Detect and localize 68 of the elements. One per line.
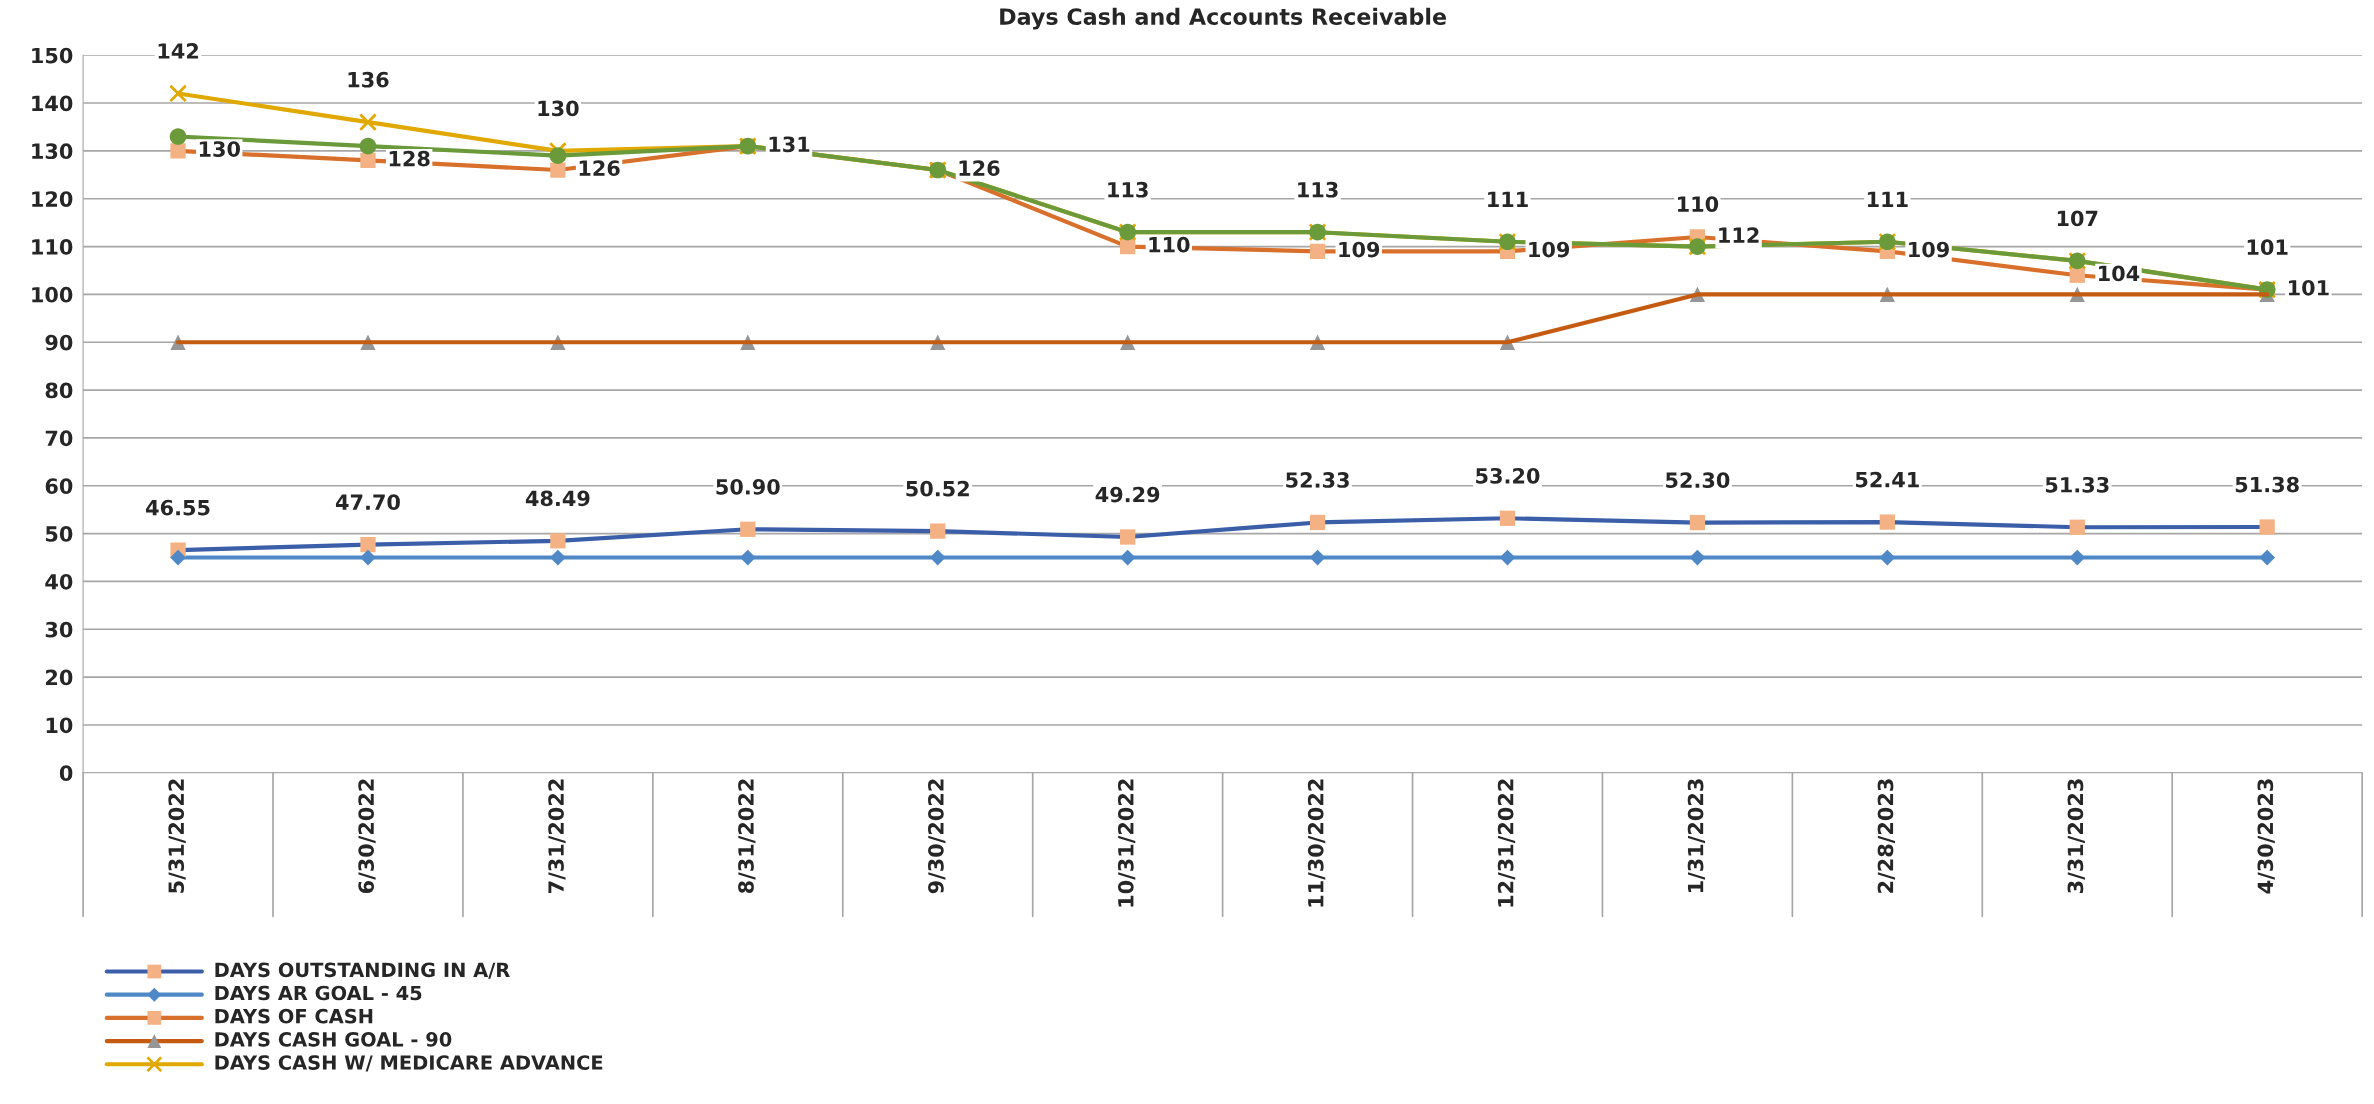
y-tick-label: 130 [32,143,73,160]
y-tick-label: 40 [45,573,73,590]
data-label: 110 [1678,196,1719,212]
x-tick-label: 6/30/2022 [358,779,376,894]
data-label: 50.52 [906,480,969,497]
data-label: 52.30 [1666,472,1730,488]
legend-label: DAYS AR GOAL - 45 [215,985,422,1001]
data-label: 136 [348,71,389,88]
data-label: 131 [769,136,810,153]
data-label: 113 [1108,181,1148,198]
data-label: 111 [1488,191,1528,207]
legend-label: DAYS CASH W/ MEDICARE ADVANCE [215,1055,603,1072]
data-label: 128 [389,150,430,167]
data-label: 142 [158,43,198,59]
x-tick-label: 11/30/2022 [1307,779,1326,907]
data-label: 104 [2099,265,2140,282]
x-tick-label: 1/31/2023 [1687,779,1706,892]
y-tick-label: 20 [46,669,73,686]
x-tick-label: 7/31/2022 [548,779,566,893]
data-label: 113 [1298,181,1338,198]
y-tick-label: 140 [32,95,73,112]
data-label: 53.20 [1476,467,1540,484]
data-label: 111 [1867,191,1908,207]
data-label: 50.90 [716,478,780,495]
y-tick-label: 60 [45,478,73,494]
data-label: 112 [1719,227,1759,243]
data-label: 109 [1529,241,1570,258]
y-tick-label: 50 [45,526,73,542]
y-tick-label: 10 [46,717,73,734]
data-label: 109 [1339,241,1380,258]
data-label: 52.33 [1286,472,1349,488]
data-label: 49.29 [1095,486,1160,503]
chart-title: Days Cash and Accounts Receivable [1000,7,1446,30]
x-tick-label: 4/30/2023 [2257,779,2275,894]
data-label: 51.33 [2045,476,2109,493]
data-label: 110 [1149,236,1190,253]
data-label: 51.38 [2235,476,2299,493]
data-label: 52.41 [1855,471,1919,488]
data-label: 109 [1909,241,1949,258]
data-label: 47.70 [335,494,400,511]
x-tick-label: 9/30/2022 [928,779,946,894]
x-tick-label: 8/31/2022 [738,779,756,894]
x-tick-label: 2/28/2023 [1877,779,1896,893]
y-tick-label: 0 [59,765,73,782]
x-tick-label: 3/31/2023 [2067,779,2085,893]
y-tick-label: 100 [32,286,73,303]
y-tick-label: 150 [32,47,73,64]
legend-label: DAYS OUTSTANDING IN A/R [215,962,510,979]
data-label: 101 [2247,239,2288,256]
x-tick-label: 5/31/2022 [168,779,186,893]
y-tick-label: 70 [45,430,73,447]
data-label: 46.55 [146,499,210,516]
data-label: 48.49 [525,490,590,507]
data-label: 101 [2288,279,2329,296]
data-label: 126 [959,160,1000,177]
legend-label: DAYS OF CASH [215,1008,373,1024]
y-tick-label: 30 [45,621,73,638]
data-label: 130 [538,100,579,117]
y-tick-label: 90 [45,334,73,351]
data-label: 130 [199,141,240,157]
y-tick-label: 80 [45,382,73,399]
x-tick-label: 12/31/2022 [1497,779,1516,907]
data-label: 126 [579,160,620,177]
y-tick-label: 110 [32,239,73,255]
legend-label: DAYS CASH GOAL - 90 [215,1032,452,1047]
y-tick-label: 120 [32,191,73,207]
data-label: 107 [2057,210,2098,227]
x-tick-label: 10/31/2022 [1117,779,1136,907]
